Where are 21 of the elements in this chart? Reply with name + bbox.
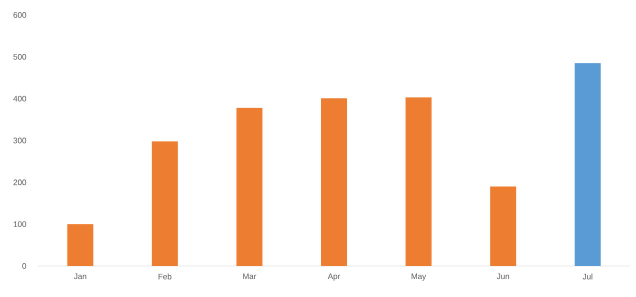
bar <box>490 186 516 266</box>
y-tick-label: 400 <box>13 96 26 102</box>
bar <box>152 141 178 266</box>
y-tick-label: 600 <box>14 12 26 18</box>
y-tick-label: 200 <box>14 180 26 186</box>
y-tick-label: 0 <box>22 263 26 269</box>
x-tick-label: Apr <box>328 274 340 281</box>
x-tick-label: Mar <box>243 274 256 280</box>
y-tick-label: 300 <box>13 138 26 144</box>
bar <box>67 224 94 266</box>
bar <box>406 97 432 266</box>
bar <box>321 98 347 266</box>
bar <box>574 63 601 266</box>
x-tick-label: May <box>412 274 426 281</box>
x-tick-label: Jan <box>74 274 86 280</box>
bar <box>236 108 262 266</box>
y-tick-label: 100 <box>14 221 26 227</box>
x-tick-label: Feb <box>158 274 172 280</box>
x-tick-label: Jun <box>496 274 510 280</box>
x-tick-label: Jul <box>582 274 592 280</box>
y-tick-label: 500 <box>13 54 26 60</box>
